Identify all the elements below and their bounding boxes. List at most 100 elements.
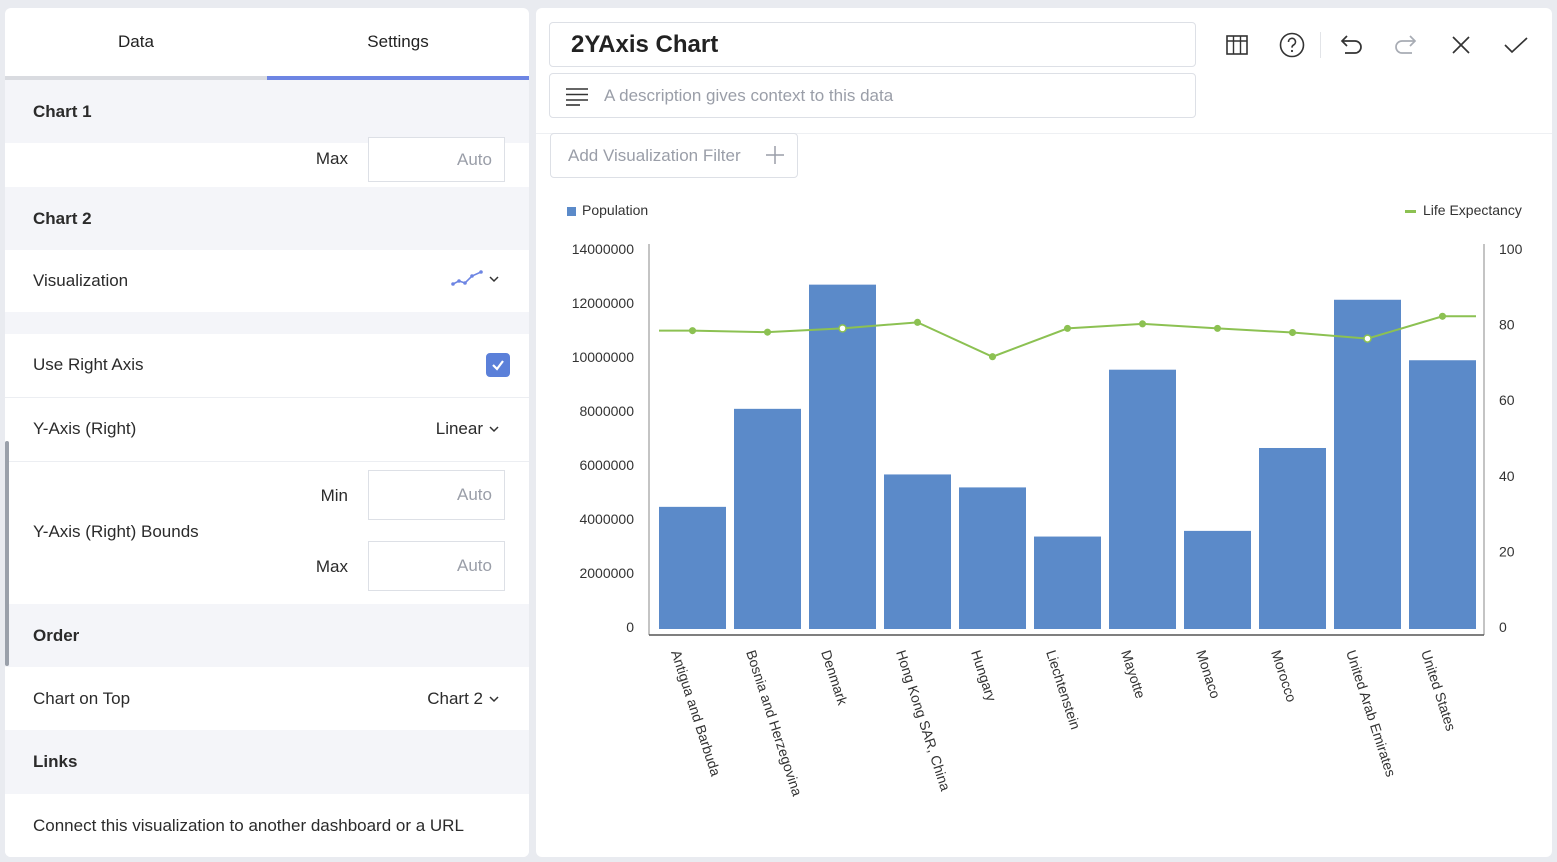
description-input[interactable]: A description gives context to this data (549, 73, 1196, 118)
y-left-tick-label: 12000000 (572, 295, 635, 311)
legend-label-population: Population (582, 202, 648, 218)
x-tick-label: Denmark (818, 648, 851, 708)
plus-icon (766, 146, 784, 164)
row-use-right-axis: Use Right Axis (5, 334, 529, 397)
x-tick-label: Liechtenstein (1043, 648, 1084, 731)
divider (536, 133, 1552, 134)
legend-swatch-population (567, 207, 576, 216)
x-tick-label: United Arab Emirates (1343, 648, 1399, 779)
add-visualization-filter-button[interactable]: Add Visualization Filter (550, 133, 798, 178)
table-icon[interactable] (1222, 30, 1252, 60)
yaxis-right-value: Linear (435, 419, 483, 438)
use-right-axis-checkbox[interactable] (486, 353, 510, 377)
use-right-axis-label: Use Right Axis (33, 355, 144, 374)
scrollbar[interactable] (5, 441, 9, 666)
tab-data[interactable]: Data (5, 8, 267, 80)
bar-population (1184, 530, 1251, 629)
chevron-down-icon (489, 696, 499, 703)
chart-title-input[interactable]: 2YAxis Chart (549, 22, 1196, 67)
help-icon[interactable] (1277, 30, 1307, 60)
chart1-max-label: Max (315, 149, 348, 168)
redo-icon[interactable] (1391, 30, 1421, 60)
bar-population (1259, 447, 1326, 629)
point-life-expectancy (1063, 324, 1072, 332)
bar-population (1334, 299, 1401, 629)
chart-on-top-label: Chart on Top (33, 689, 131, 708)
point-life-expectancy (1213, 324, 1222, 332)
bar-population (1409, 360, 1476, 629)
bar-population (1109, 369, 1176, 629)
text-lines-icon (566, 88, 588, 106)
y-right-tick-label: 100 (1499, 241, 1523, 257)
y-left-tick-label: 14000000 (572, 241, 635, 257)
x-tick-label: Morocco (1268, 648, 1300, 704)
x-tick-label: Hong Kong SAR, China (893, 648, 954, 793)
row-links[interactable]: Connect this visualization to another da… (5, 794, 529, 857)
point-life-expectancy (688, 327, 697, 335)
y-left-tick-label: 4000000 (579, 511, 634, 527)
x-tick-label: Monaco (1193, 648, 1224, 701)
x-tick-label: Mayotte (1118, 648, 1149, 701)
yaxis-right-label: Y-Axis (Right) (33, 419, 137, 438)
bounds-min-input[interactable]: Auto (368, 470, 505, 520)
legend-label-life-expectancy: Life Expectancy (1423, 202, 1522, 218)
line-chart-icon (451, 270, 483, 286)
settings-scroll-area: Chart 1 Max Auto Chart 2 Visualization U… (5, 80, 529, 857)
combo-chart: Population Life Expectancy 0 2000000 4000000… (567, 202, 1523, 798)
section-spacer (5, 312, 529, 334)
row-yaxis-right: Y-Axis (Right) Linear (5, 398, 529, 461)
visualization-dropdown[interactable] (451, 270, 499, 288)
y-left-tick-label: 6000000 (579, 457, 634, 473)
y-right-tick-label: 60 (1499, 392, 1515, 408)
x-tick-label: Hungary (968, 648, 1000, 703)
x-tick-label: Bosnia and Herzegovina (743, 648, 805, 798)
chart-on-top-dropdown[interactable]: Chart 2 (427, 689, 499, 709)
y-left-tick-label: 0 (626, 619, 634, 635)
row-yaxis-right-bounds: Y-Axis (Right) Bounds Min Auto Max Auto (5, 462, 529, 604)
links-description: Connect this visualization to another da… (33, 816, 464, 835)
bar-population (659, 506, 726, 629)
row-visualization: Visualization (5, 250, 529, 312)
check-icon[interactable] (1501, 30, 1531, 60)
toolbar-separator (1320, 32, 1321, 58)
point-life-expectancy (1363, 334, 1372, 343)
divider (5, 397, 529, 398)
bar-population (734, 408, 801, 629)
point-life-expectancy (763, 328, 772, 336)
bar-population (959, 487, 1026, 629)
bounds-min-label: Min (320, 486, 348, 505)
bar-population (1034, 536, 1101, 629)
chart-editor: 2YAxis Chart A description gives context… (536, 8, 1552, 857)
settings-panel: Data Settings Chart 1 Max Auto Chart 2 V… (5, 8, 529, 857)
point-life-expectancy (1138, 320, 1147, 328)
point-life-expectancy (1288, 328, 1297, 337)
y-left-tick-label: 10000000 (572, 349, 635, 365)
point-life-expectancy (913, 318, 922, 326)
point-life-expectancy (838, 324, 847, 333)
point-life-expectancy (988, 353, 997, 361)
chart-on-top-value: Chart 2 (427, 689, 483, 708)
section-chart1-header: Chart 1 (5, 80, 529, 143)
bar-population (809, 284, 876, 629)
y-left-tick-label: 8000000 (579, 403, 634, 419)
tab-settings[interactable]: Settings (267, 8, 529, 80)
undo-icon[interactable] (1336, 30, 1366, 60)
point-life-expectancy (1438, 312, 1447, 320)
yaxis-right-dropdown[interactable]: Linear (436, 419, 499, 439)
chevron-down-icon (489, 276, 499, 283)
legend-swatch-life-expectancy (1405, 210, 1416, 213)
chevron-down-icon (489, 426, 499, 433)
bounds-max-label: Max (315, 557, 348, 576)
description-placeholder: A description gives context to this data (604, 86, 894, 105)
checkmark-icon (492, 360, 504, 371)
y-right-tick-label: 20 (1499, 543, 1515, 559)
section-chart2-header: Chart 2 (5, 187, 529, 250)
bounds-max-input[interactable]: Auto (368, 541, 505, 591)
x-tick-label: Antigua and Barbuda (668, 648, 724, 778)
bounds-label: Y-Axis (Right) Bounds (33, 522, 199, 541)
section-links-header: Links (5, 730, 529, 794)
filter-button-label: Add Visualization Filter (568, 146, 741, 165)
chart1-max-input[interactable]: Auto (368, 137, 505, 182)
close-icon[interactable] (1446, 30, 1476, 60)
y-left-tick-label: 2000000 (579, 565, 634, 581)
